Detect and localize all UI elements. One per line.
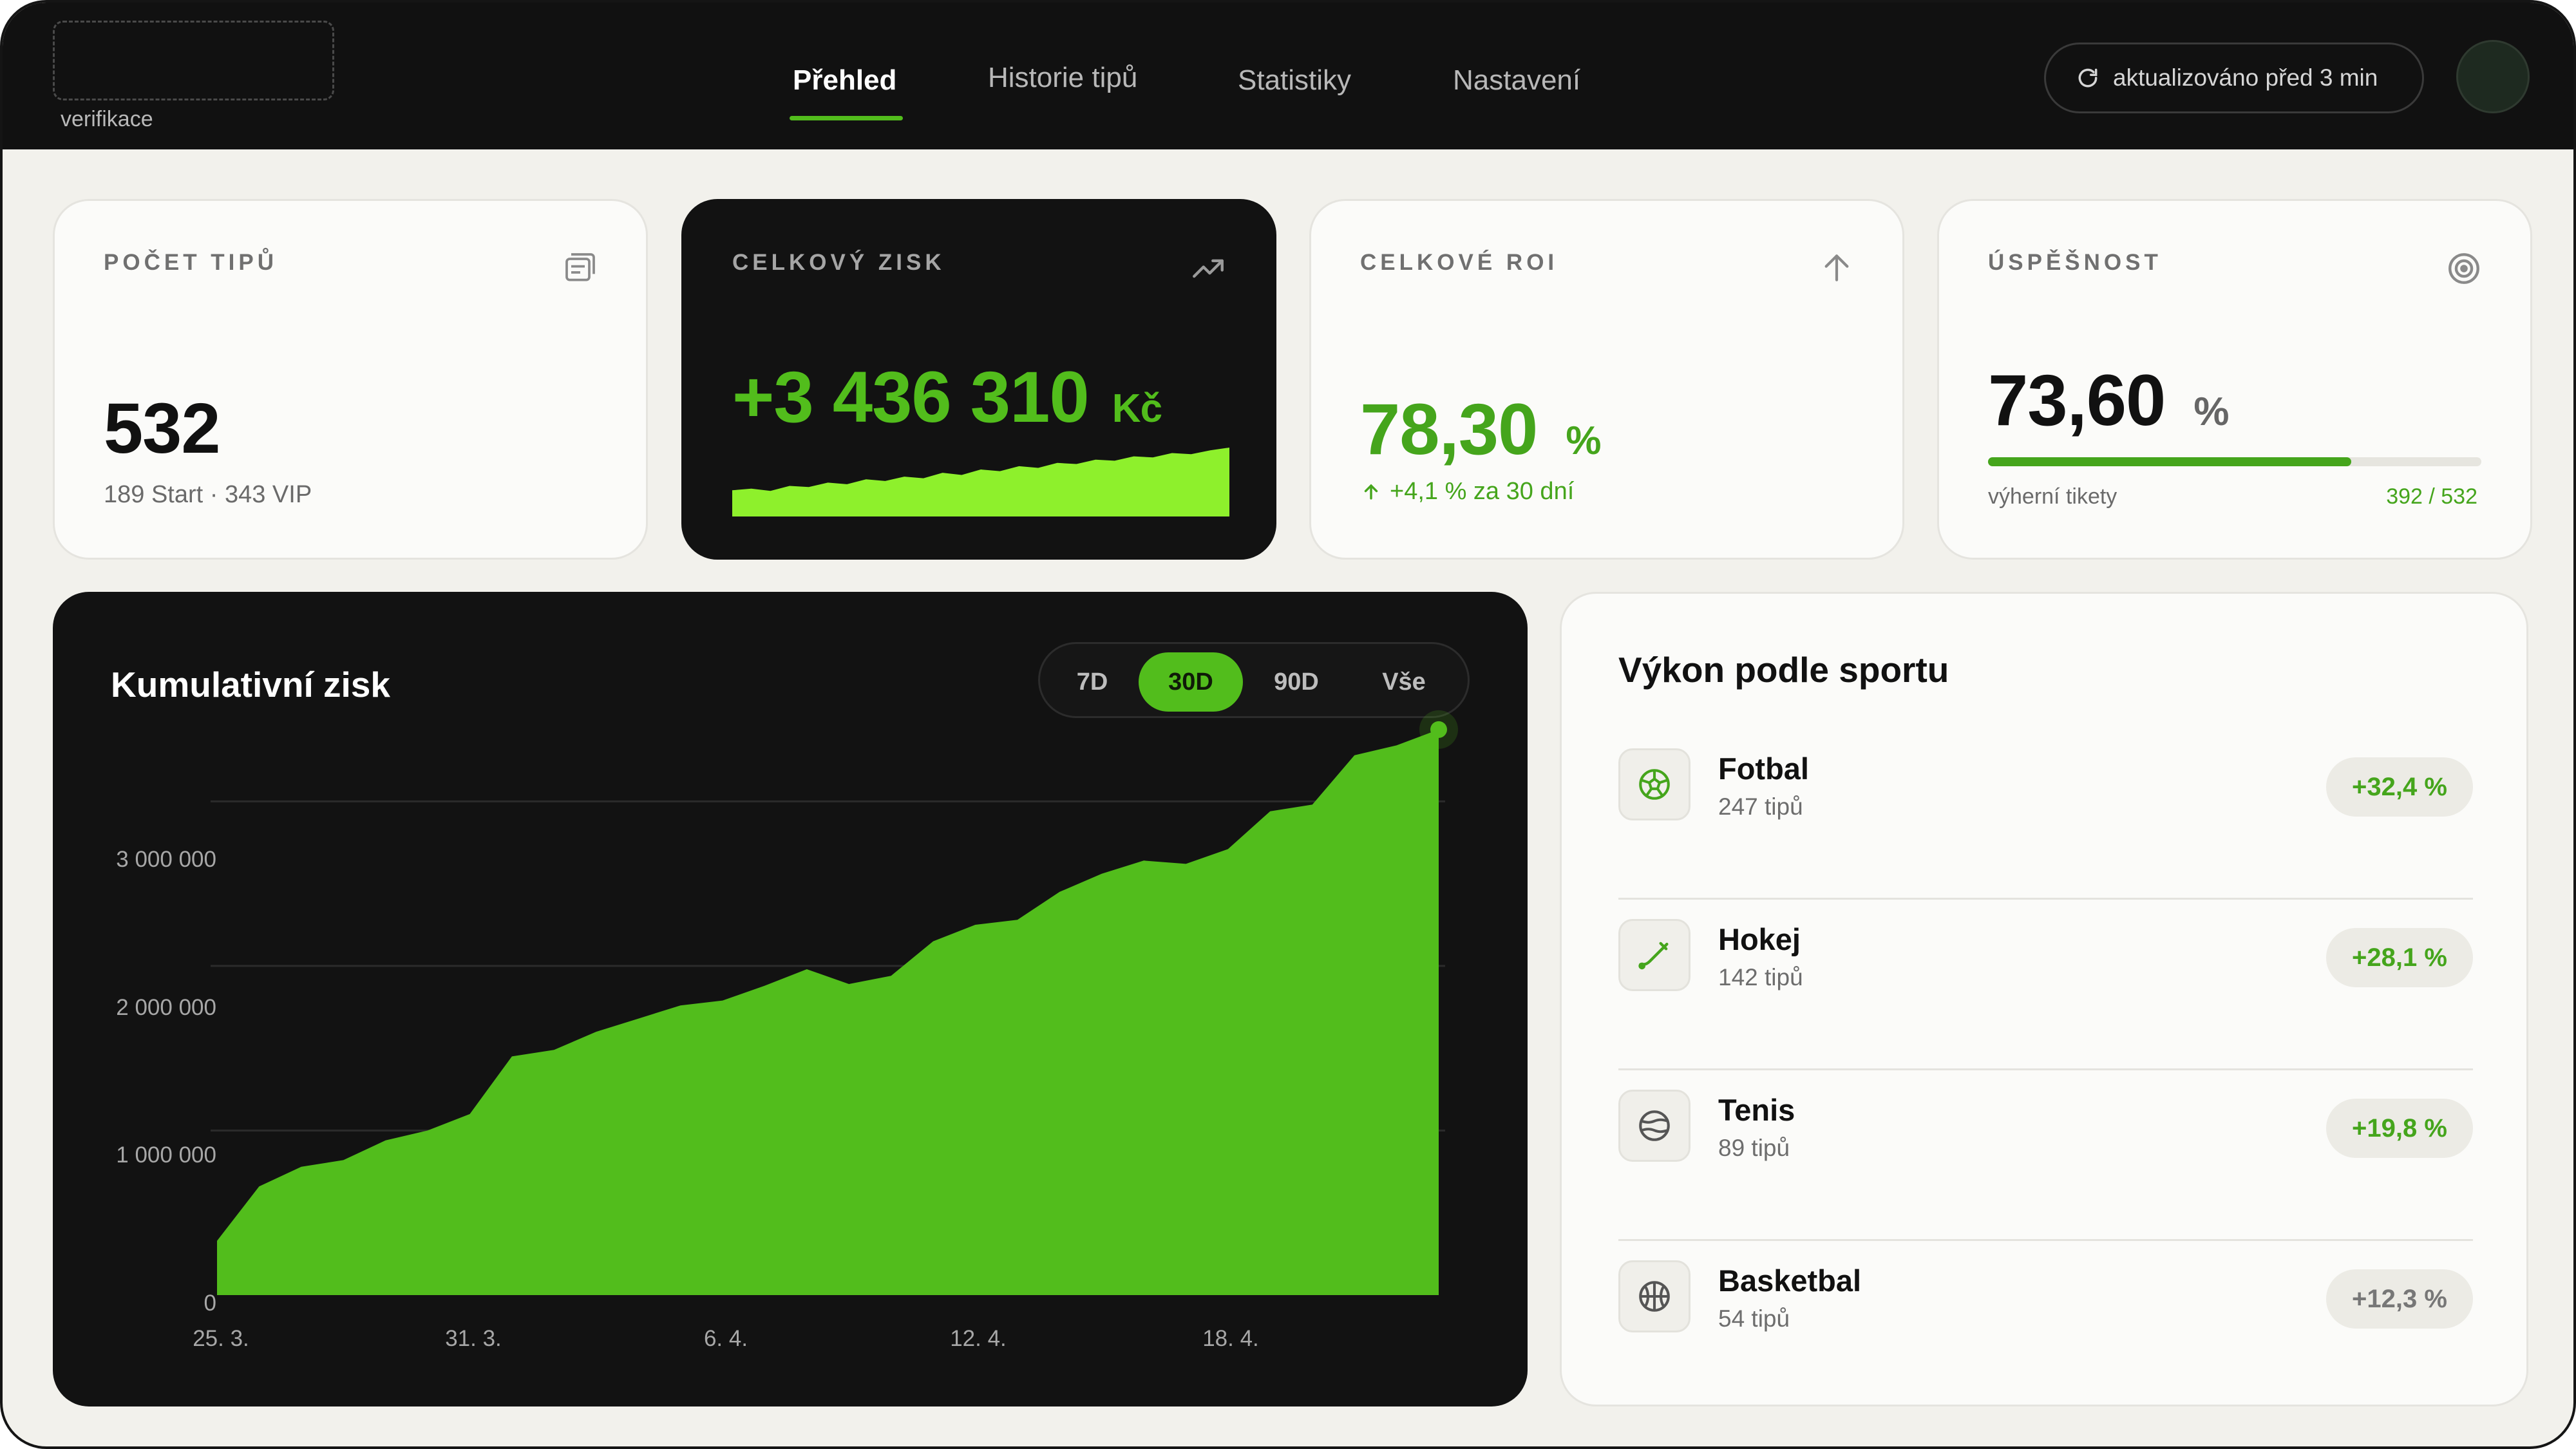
sport-row-basketball[interactable]: Basketbal 54 tipů +12,3 % xyxy=(1618,1241,2473,1412)
sport-name: Basketbal xyxy=(1718,1264,1862,1298)
profit-sparkline xyxy=(732,448,1229,516)
stat-card-success: ÚSPĚŠNOST 73,60 % výherní tikety 392 / 5… xyxy=(1937,199,2532,560)
y-tick-label: 0 xyxy=(204,1291,216,1316)
range-30d-button[interactable]: 30D xyxy=(1139,652,1243,712)
sport-row-hockey[interactable]: Hokej 142 tipů +28,1 % xyxy=(1618,900,2473,1070)
card-label: ÚSPĚŠNOST xyxy=(1988,250,2162,275)
y-tick-label: 3 000 000 xyxy=(116,847,216,872)
success-ratio: 392 / 532 xyxy=(2386,484,2477,509)
nav-settings[interactable]: Nastavení xyxy=(1453,64,1581,96)
roi-unit: % xyxy=(1566,419,1601,463)
chart-title: Kumulativní zisk xyxy=(111,665,390,705)
x-tick-label: 18. 4. xyxy=(1202,1326,1259,1351)
range-7d-button[interactable]: 7D xyxy=(1076,668,1108,696)
logo-placeholder[interactable] xyxy=(53,21,334,100)
profit-area xyxy=(217,729,1439,1295)
sparkline-area xyxy=(732,448,1229,516)
range-90d-button[interactable]: 90D xyxy=(1274,668,1319,696)
sport-tip-count: 247 tipů xyxy=(1718,793,1803,820)
success-value: 73,60 xyxy=(1988,360,2166,440)
stat-card-roi: CELKOVÉ ROI 78,30 % +4,1 % za 30 dní xyxy=(1309,199,1904,560)
tennis-ball-icon xyxy=(1618,1090,1690,1162)
success-progress-fill xyxy=(1988,457,2351,466)
trending-up-icon xyxy=(1189,250,1227,290)
y-tick-label: 1 000 000 xyxy=(116,1142,216,1168)
cumulative-profit-panel: Kumulativní zisk 7D 30D 90D Vše 0 1 000 … xyxy=(53,592,1528,1406)
sport-tip-count: 142 tipů xyxy=(1718,964,1803,990)
cumulative-profit-chart xyxy=(211,710,1458,1295)
sport-name: Hokej xyxy=(1718,922,1801,956)
roi-change: +4,1 % za 30 dní xyxy=(1390,478,1575,505)
refresh-icon xyxy=(2078,68,2098,88)
tips-breakdown: 189 Start · 343 VIP xyxy=(104,481,312,508)
card-label: POČET TIPŮ xyxy=(104,250,278,275)
nav-overview[interactable]: Přehled xyxy=(793,64,897,96)
success-unit: % xyxy=(2193,390,2229,434)
x-tick-label: 31. 3. xyxy=(445,1326,502,1351)
sport-tip-count: 54 tipů xyxy=(1718,1305,1790,1332)
sport-performance-panel: Výkon podle sportu Fotbal 247 tipů +32,4… xyxy=(1560,592,2528,1406)
nav-tip-history[interactable]: Historie tipů xyxy=(988,62,1138,93)
sport-name: Fotbal xyxy=(1718,752,1809,786)
sport-tip-count: 89 tipů xyxy=(1718,1135,1790,1161)
stat-card-profit: CELKOVÝ ZISK +3 436 310 Kč xyxy=(681,199,1276,560)
nav-statistics[interactable]: Statistiky xyxy=(1238,64,1352,96)
tips-count: 532 xyxy=(104,389,221,468)
profit-value: +3 436 310 xyxy=(732,357,1090,437)
top-bar: verifikace Přehled Historie tipů Statist… xyxy=(3,3,2573,149)
nav-active-indicator xyxy=(790,116,903,120)
sport-row-football[interactable]: Fotbal 247 tipů +32,4 % xyxy=(1618,729,2473,900)
update-status-text: aktualizováno před 3 min xyxy=(2113,64,2378,91)
target-icon xyxy=(2445,250,2483,290)
logo-caption: verifikace xyxy=(61,107,153,131)
list-icon xyxy=(562,250,598,289)
basketball-icon xyxy=(1618,1260,1690,1332)
avatar[interactable] xyxy=(2456,40,2530,113)
last-point-marker xyxy=(1430,721,1447,738)
x-tick-label: 12. 4. xyxy=(950,1326,1007,1351)
sports-title: Výkon podle sportu xyxy=(1618,650,1949,690)
roi-value: 78,30 xyxy=(1360,389,1538,469)
card-label: CELKOVÉ ROI xyxy=(1360,250,1558,275)
range-all-button[interactable]: Vše xyxy=(1382,668,1426,696)
success-progress-track xyxy=(1988,457,2481,466)
sport-roi-badge: +32,4 % xyxy=(2326,757,2473,817)
sport-name: Tenis xyxy=(1718,1093,1795,1127)
range-selector: 7D 30D 90D Vše xyxy=(1038,642,1470,718)
stat-card-tips: POČET TIPŮ 532 189 Start · 343 VIP xyxy=(53,199,648,560)
sport-row-tennis[interactable]: Tenis 89 tipů +19,8 % xyxy=(1618,1070,2473,1241)
update-status-button[interactable]: aktualizováno před 3 min xyxy=(2044,43,2424,113)
arrow-up-icon xyxy=(1819,250,1855,289)
soccer-ball-icon xyxy=(1618,748,1690,820)
profit-unit: Kč xyxy=(1112,386,1162,431)
x-tick-label: 6. 4. xyxy=(703,1326,748,1351)
sport-roi-badge: +12,3 % xyxy=(2326,1269,2473,1329)
arrow-up-icon xyxy=(1364,484,1378,500)
card-label: CELKOVÝ ZISK xyxy=(732,250,945,275)
success-caption: výherní tikety xyxy=(1988,484,2117,509)
y-tick-label: 2 000 000 xyxy=(116,995,216,1020)
sport-roi-badge: +28,1 % xyxy=(2326,928,2473,987)
hockey-stick-icon xyxy=(1618,919,1690,991)
x-tick-label: 25. 3. xyxy=(193,1326,249,1351)
sport-roi-badge: +19,8 % xyxy=(2326,1099,2473,1158)
